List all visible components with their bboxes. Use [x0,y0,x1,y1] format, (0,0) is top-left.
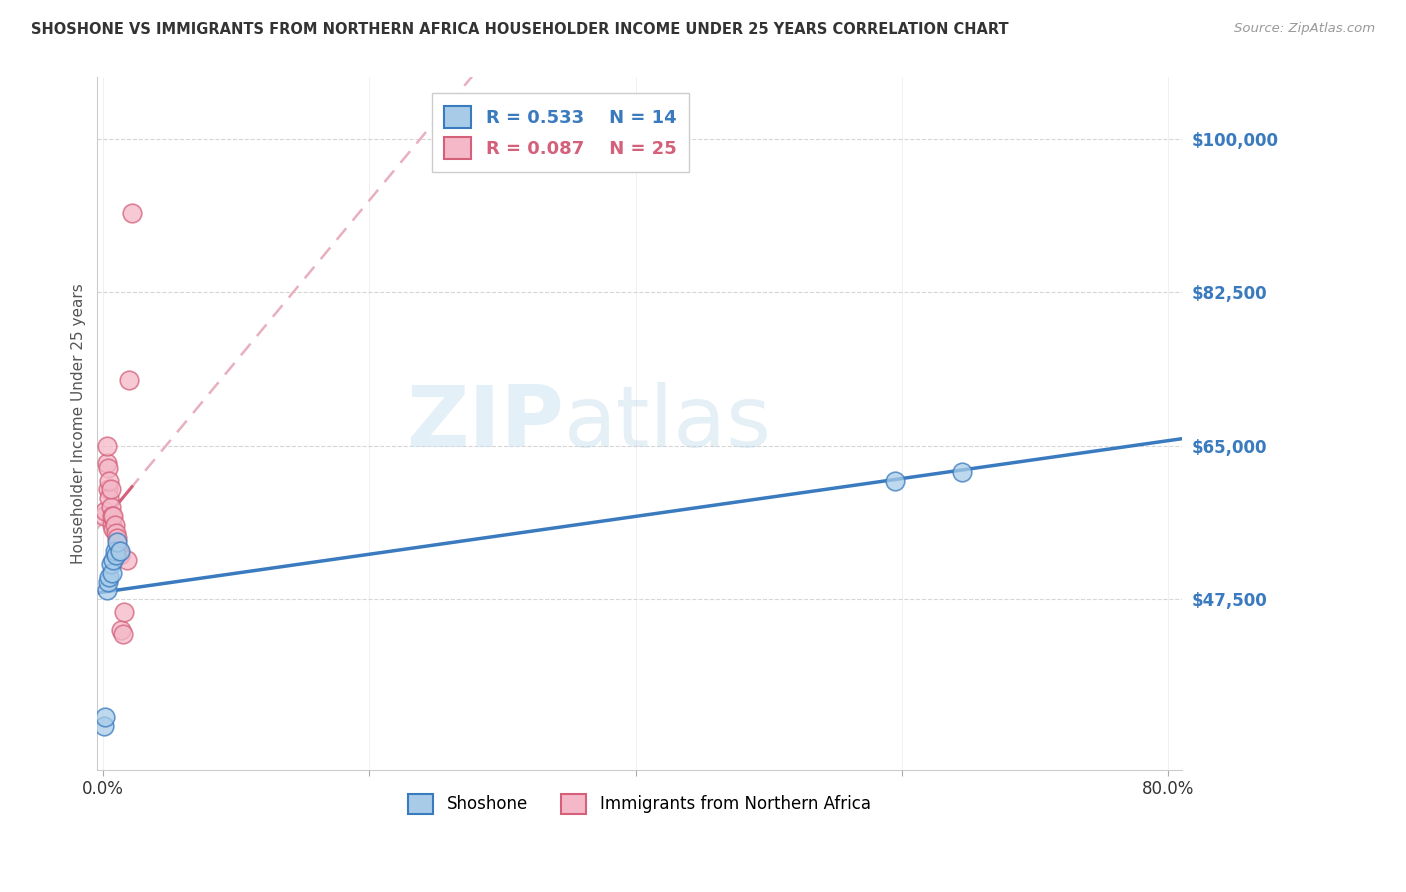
Point [96,583,118,598]
Point [950,465,973,479]
Point [98,491,121,506]
Y-axis label: Householder Income Under 25 years: Householder Income Under 25 years [72,284,86,564]
Point [97,483,120,497]
Point [94,504,117,518]
Point [96,439,118,453]
Text: atlas: atlas [564,382,772,466]
Point [118,373,141,387]
Point [105,548,128,562]
Point [108,548,131,562]
Point [100,557,122,571]
Point [100,483,122,497]
Point [105,531,128,545]
Point [98,474,121,488]
Text: Source: ZipAtlas.com: Source: ZipAtlas.com [1234,22,1375,36]
Point [103,522,125,536]
Point [107,544,129,558]
Point [101,517,124,532]
Point [111,627,134,641]
Point [100,500,122,514]
Point [884,474,907,488]
Point [104,517,127,532]
Point [103,552,125,566]
Text: ZIP: ZIP [406,382,564,466]
Point [93,719,115,733]
Point [96,456,118,470]
Point [98,570,121,584]
Point [115,552,138,566]
Point [121,206,143,220]
Point [110,623,132,637]
Point [105,535,128,549]
Point [112,605,135,619]
Point [93,508,115,523]
Point [103,508,125,523]
Point [105,526,128,541]
Point [101,566,124,580]
Point [94,710,117,724]
Text: SHOSHONE VS IMMIGRANTS FROM NORTHERN AFRICA HOUSEHOLDER INCOME UNDER 25 YEARS CO: SHOSHONE VS IMMIGRANTS FROM NORTHERN AFR… [31,22,1008,37]
Point [108,544,131,558]
Point [104,544,127,558]
Point [97,574,120,589]
Legend: Shoshone, Immigrants from Northern Africa: Shoshone, Immigrants from Northern Afric… [398,784,880,824]
Point [97,460,120,475]
Point [101,508,124,523]
